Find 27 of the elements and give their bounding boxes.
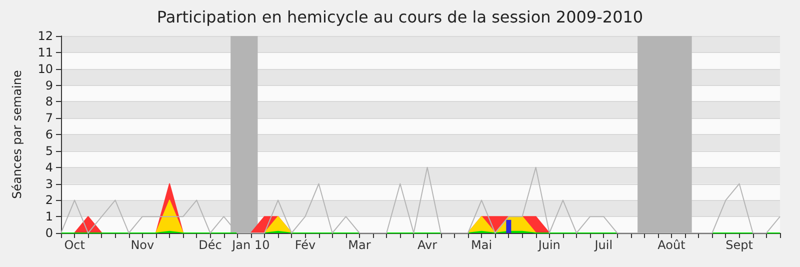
- x-tick-label: Juil: [594, 238, 613, 252]
- x-tick-label: Nov: [130, 238, 154, 252]
- y-tick-label: 3: [45, 176, 53, 191]
- y-tick-label: 2: [45, 193, 53, 208]
- chart-title: Participation en hemicycle au cours de la session 2009-2010: [156, 8, 644, 26]
- y-tick-label: 0: [45, 226, 53, 240]
- y-tick-label: 5: [45, 144, 53, 158]
- x-tick-label: Déc: [198, 238, 222, 252]
- x-tick-label: Juin: [537, 238, 560, 252]
- y-tick-label: 10: [38, 62, 53, 76]
- y-tick-label: 4: [45, 160, 53, 174]
- y-tick-label: 1: [45, 210, 53, 224]
- x-tick-label: Avr: [418, 238, 438, 252]
- y-tick-label: 6: [45, 128, 53, 142]
- y-tick-label: 12: [38, 29, 53, 43]
- y-axis-title: Séances par semaine: [10, 70, 24, 199]
- y-tick-label: 7: [45, 111, 53, 126]
- y-tick-label: 9: [45, 78, 53, 92]
- x-tick-label: Mai: [471, 238, 492, 252]
- y-tick-label: 11: [38, 45, 53, 60]
- x-tick-label: Sept: [726, 238, 754, 252]
- y-tick-label: 8: [45, 94, 53, 109]
- x-tick-label: Fév: [294, 238, 316, 252]
- x-tick-label: Jan 10: [231, 238, 270, 252]
- x-tick-label: Mar: [348, 238, 371, 252]
- x-tick-label: Oct: [64, 238, 86, 252]
- x-tick-label: Août: [658, 238, 686, 252]
